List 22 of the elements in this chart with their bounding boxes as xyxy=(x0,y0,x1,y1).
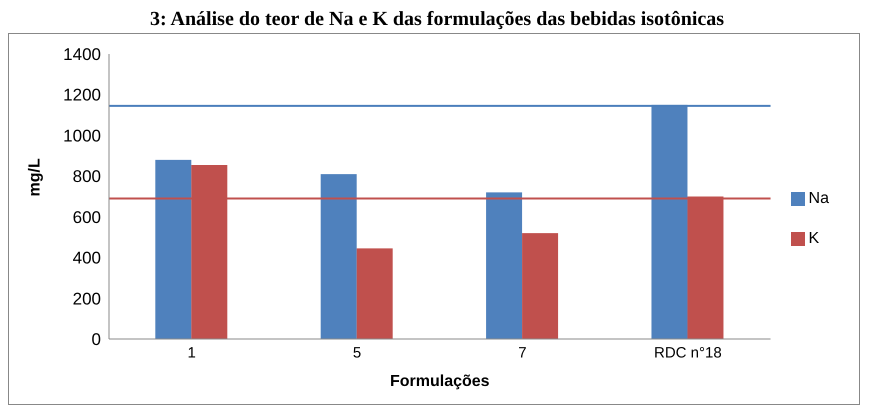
chart-title: 3: Análise do teor de Na e K das formulações das bebidas isotônicas xyxy=(148,8,726,31)
y-tick-label: 1000 xyxy=(63,126,101,146)
y-tick-label: 400 xyxy=(72,248,101,268)
x-tick-label: 1 xyxy=(188,344,196,362)
bar xyxy=(155,160,192,339)
y-tick-label: 800 xyxy=(72,167,101,186)
bar xyxy=(486,192,522,339)
x-tick-label: 5 xyxy=(352,344,362,362)
x-axis-title: Formulações xyxy=(390,373,490,390)
bar xyxy=(356,248,393,339)
legend-label: Na xyxy=(808,190,829,207)
legend-label: K xyxy=(808,230,820,247)
y-tick-label: 1200 xyxy=(63,86,101,105)
y-tick-label: 0 xyxy=(92,330,101,350)
bar xyxy=(522,233,558,339)
x-tick-label: 7 xyxy=(518,344,527,362)
y-tick-label: 600 xyxy=(72,208,101,227)
y-tick-label: 1400 xyxy=(63,45,101,64)
bar xyxy=(320,174,357,339)
y-tick-label: 200 xyxy=(72,289,101,308)
y-axis-title: mg/L xyxy=(26,158,44,196)
x-tick-label: RDC n°18 xyxy=(654,344,722,362)
